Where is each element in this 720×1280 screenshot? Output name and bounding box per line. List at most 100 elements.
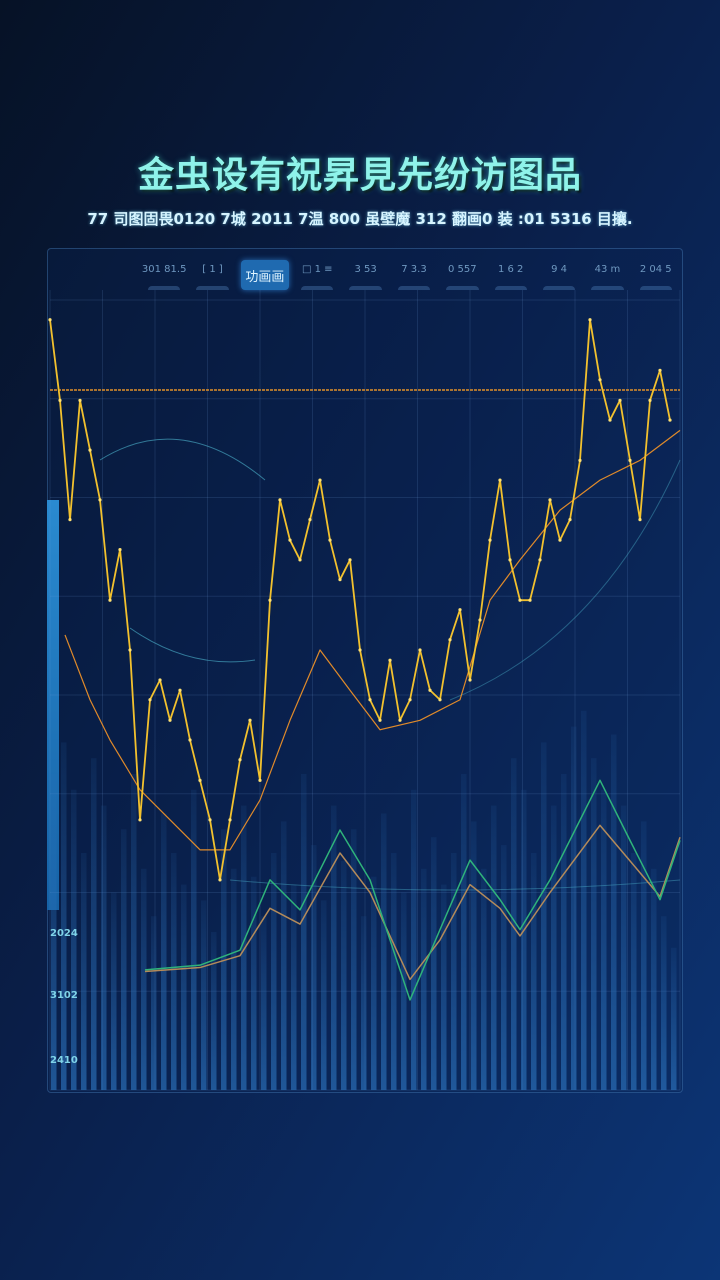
volume-bar [81,853,87,1090]
price-point [188,738,192,742]
volume-bar [161,813,167,1090]
price-point [288,538,292,542]
price-point [638,518,642,522]
volume-bar [341,860,347,1090]
price-point [58,398,62,402]
price-point [508,558,512,562]
tab-0[interactable]: 301 81.5 [140,258,188,292]
volume-bar [671,947,677,1090]
volume-bar [111,892,117,1090]
volume-bar [491,805,497,1090]
price-point [258,778,262,782]
volume-bar [541,742,547,1090]
price-point [208,818,212,822]
price-point [238,758,242,762]
volume-bar [411,789,417,1090]
volume-bar [481,868,487,1090]
volume-bar [91,758,97,1090]
volume-bar [501,845,507,1090]
tab-5[interactable]: 7 3.3 [390,258,438,292]
volume-bar [611,734,617,1090]
volume-bar [291,884,297,1090]
price-point [608,418,612,422]
price-point [378,718,382,722]
volume-bar [511,758,517,1090]
moving-average-line [64,429,681,851]
volume-bar [441,884,447,1090]
tab-1[interactable]: [ 1 ] [188,258,236,292]
timeframe-tabs: 301 81.5[ 1 ] 功画画 □ 1 ≡ 3 53 7 3.3 0 557 1 6 2… [140,258,680,292]
volume-bar [321,900,327,1090]
volume-bar [471,821,477,1090]
price-point [558,538,562,542]
tab-6[interactable]: 0 557 [438,258,486,292]
y-tick-label: 2410 [50,1055,78,1066]
tab-9[interactable]: 43 m [583,258,631,292]
price-point [278,498,282,502]
volume-bar [171,853,177,1090]
price-point [228,818,232,822]
price-point [118,548,122,552]
volume-bar [561,774,567,1090]
price-point [168,718,172,722]
tab-8[interactable]: 9 4 [535,258,583,292]
brown-line [144,824,681,981]
price-point [68,518,72,522]
price-point [478,618,482,622]
volume-bar [221,829,227,1090]
tab-4[interactable]: 3 53 [341,258,389,292]
volume-bar [151,916,157,1090]
price-point [658,368,662,372]
price-point [218,878,222,882]
price-point [448,638,452,642]
price-point [438,698,442,702]
volume-bar [391,853,397,1090]
price-point [248,718,252,722]
y-tick-label: 2024 [50,928,78,939]
arc-curve [129,627,256,663]
price-point [568,518,572,522]
tab-7[interactable]: 1 6 2 [487,258,535,292]
tab-3[interactable]: □ 1 ≡ [293,258,341,292]
price-point [648,398,652,402]
price-point [528,598,532,602]
price-point [78,398,82,402]
page-title: 金虫设有祝昇見先纷访图品 [137,155,582,196]
volume-bar [571,726,577,1090]
price-point [388,658,392,662]
price-point [598,378,602,382]
price-point [48,318,52,322]
price-point [148,698,152,702]
volume-bar [191,789,197,1090]
volume-bar [531,853,537,1090]
tab-2[interactable]: 功画画 [240,260,290,290]
volume-bar [621,805,627,1090]
volume-bar [591,758,597,1090]
volume-bar [271,853,277,1090]
volume-bar [631,853,637,1090]
price-point [498,478,502,482]
price-point [158,678,162,682]
price-point [668,418,672,422]
green-line [144,779,681,1001]
volume-bar [401,892,407,1090]
price-point [298,558,302,562]
price-point [178,688,182,692]
volume-bar [231,868,237,1090]
volume-bar [431,837,437,1090]
tab-10[interactable]: 2 04 5 [632,258,680,292]
arc-curve [449,459,681,701]
volume-bar [461,774,467,1090]
volume-bar [311,845,317,1090]
price-point [138,818,142,822]
volume-bar [211,932,217,1090]
price-point [358,648,362,652]
price-point [538,558,542,562]
volume-bar [141,868,147,1090]
price-point [548,498,552,502]
price-point [338,578,342,582]
volume-bar [361,916,367,1090]
price-point [618,398,622,402]
volume-bar [381,813,387,1090]
